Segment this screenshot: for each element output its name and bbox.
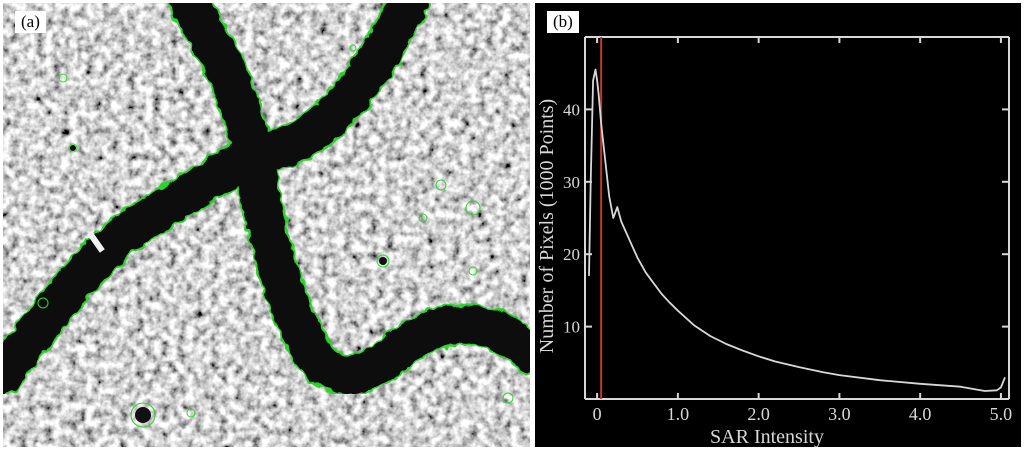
plot-frame	[584, 36, 1010, 400]
histogram-panel: (b) 10 20 30 40 0 1.0 2.0 3.0 4.0 5.0 SAR Intensi…	[535, 3, 1021, 447]
bridge	[87, 231, 105, 253]
x-tick-label: 5.0	[990, 404, 1013, 424]
speckle-contours	[37, 44, 514, 428]
sar-image	[3, 3, 530, 447]
series-line	[588, 68, 1006, 392]
dark-speckles	[70, 145, 387, 423]
y-tick-label: 10	[563, 318, 580, 337]
y-axis-label: Number of Pixels (1000 Points)	[536, 99, 558, 353]
x-axis-label: SAR Intensity	[710, 426, 824, 447]
x-tick-label: 1.0	[667, 404, 690, 424]
x-tick-label: 3.0	[828, 404, 851, 424]
y-tick-label: 40	[563, 100, 580, 119]
river-channels	[3, 3, 530, 396]
sar-image-panel: (a)	[3, 3, 530, 447]
y-tick-label: 30	[563, 173, 580, 192]
histogram-chart: 10 20 30 40 0 1.0 2.0 3.0 4.0 5.0 SAR Intensity N…	[536, 36, 1013, 447]
panel-b-label: (b)	[547, 11, 579, 33]
x-tick-label: 0	[593, 404, 602, 424]
x-tick-label: 4.0	[909, 404, 932, 424]
panel-a-label: (a)	[15, 11, 46, 33]
y-tick-label: 20	[563, 245, 580, 264]
x-tick-label: 2.0	[747, 404, 770, 424]
